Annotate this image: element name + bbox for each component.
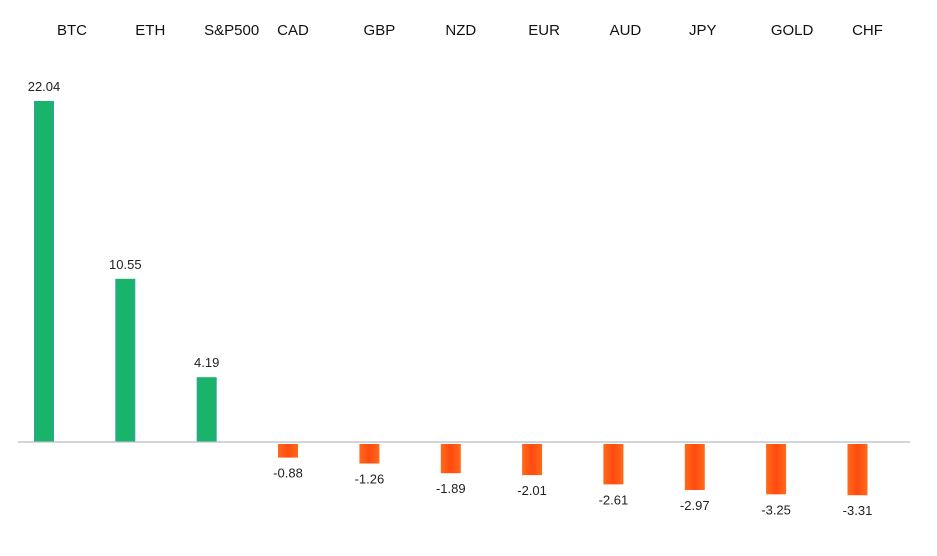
bar-btc: [34, 101, 54, 442]
category-label: CHF: [852, 22, 883, 39]
category-label: S&P500: [204, 22, 259, 39]
value-label: 10.55: [109, 257, 142, 272]
value-label: -2.61: [599, 492, 629, 507]
value-label: -3.25: [761, 502, 791, 517]
value-label: -3.31: [843, 503, 873, 518]
category-label: GBP: [364, 22, 396, 39]
value-label: -1.26: [355, 472, 385, 487]
value-label: -2.97: [680, 498, 710, 513]
bar-eth: [115, 278, 136, 442]
value-label: 22.04: [28, 79, 61, 94]
bar-aud: [603, 444, 624, 485]
category-label: CAD: [277, 22, 309, 39]
category-label: GOLD: [771, 22, 814, 39]
bar-eur: [522, 444, 543, 476]
value-label: -2.01: [517, 483, 547, 498]
bar-jpy: [684, 444, 705, 490]
bar-s-p500: [196, 377, 217, 442]
category-label: JPY: [689, 22, 717, 39]
category-labels: BTC ETH S&P500 CAD GBP NZD EUR AUD JPY GOLD CHF: [57, 22, 883, 39]
category-label: AUD: [610, 22, 642, 39]
value-label: -0.88: [273, 466, 303, 481]
value-label: 4.19: [194, 355, 219, 370]
bar-chf: [847, 444, 868, 496]
category-label: NZD: [445, 22, 476, 39]
bar-cad: [278, 444, 298, 458]
bar-gold: [766, 444, 787, 495]
bar-nzd: [440, 444, 461, 474]
bars: [34, 101, 868, 496]
category-label: BTC: [57, 22, 87, 39]
bar-gbp: [359, 444, 380, 464]
category-label: EUR: [528, 22, 560, 39]
value-label: -1.89: [436, 481, 466, 496]
category-label: ETH: [135, 22, 165, 39]
value-labels: 22.04 10.55 4.19 -0.88 -1.26 -1.89 -2.01 -2.61 -…: [28, 79, 873, 518]
